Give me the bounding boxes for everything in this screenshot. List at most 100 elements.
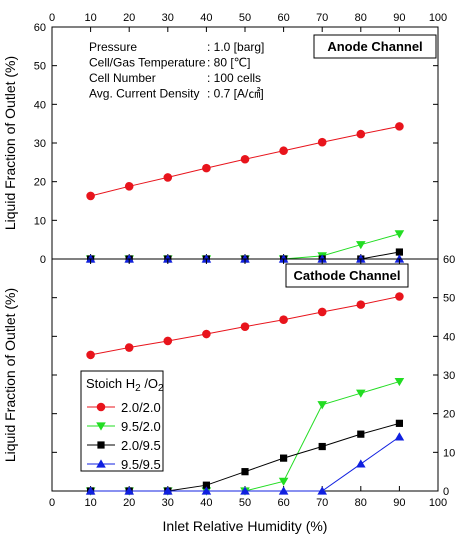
- data-point: [278, 486, 289, 495]
- y-tick-label: 50: [34, 61, 46, 73]
- x-tick-label-top: 60: [277, 12, 289, 24]
- channel-label-box: Cathode Channel: [285, 263, 409, 288]
- legend-entry: 9.5/9.5: [121, 457, 161, 472]
- channel-label: Anode Channel: [327, 39, 422, 54]
- data-point: [241, 468, 249, 476]
- channel-label: Cathode Channel: [294, 268, 401, 283]
- series-9.5/9.5: [85, 432, 405, 495]
- y-tick-label: 0: [40, 254, 46, 266]
- y-tick-label: 20: [443, 409, 455, 421]
- data-point: [279, 146, 288, 156]
- data-point: [240, 486, 250, 495]
- series-2.0/2.0: [86, 122, 404, 201]
- x-tick-label: 60: [277, 497, 289, 509]
- y-tick-label: 60: [34, 22, 46, 34]
- info-label: Cell Number: [89, 71, 156, 85]
- legend-marker: [97, 441, 105, 449]
- data-point: [317, 401, 327, 410]
- legend-marker: [96, 459, 106, 468]
- data-point: [202, 481, 210, 489]
- data-point: [85, 486, 96, 495]
- data-point: [317, 137, 327, 147]
- data-point: [357, 430, 365, 438]
- info-value: : 0.7 [A/㎠]: [207, 87, 264, 101]
- data-point: [317, 307, 327, 317]
- data-point: [201, 486, 212, 495]
- legend-entry: 9.5/2.0: [121, 419, 161, 434]
- data-point: [86, 350, 95, 360]
- x-tick-label: 10: [84, 497, 96, 509]
- data-point: [394, 230, 405, 239]
- legend-marker: [96, 402, 106, 412]
- data-point: [356, 389, 366, 398]
- data-point: [395, 292, 404, 301]
- y-tick-label: 30: [34, 138, 46, 150]
- y-tick-label: 20: [34, 177, 46, 189]
- legend-title-part: /O: [141, 376, 158, 391]
- data-point: [394, 377, 405, 387]
- x-tick-label-top: 70: [316, 12, 328, 24]
- legend-entry: 2.0/2.0: [121, 400, 161, 415]
- data-point: [356, 300, 366, 309]
- data-point: [124, 486, 134, 495]
- y-tick-label: 0: [443, 486, 449, 498]
- data-point: [356, 459, 366, 468]
- legend-title-part: 2: [135, 383, 141, 394]
- info-value: : 100 cells: [207, 71, 261, 85]
- info-value: : 80 [℃]: [207, 56, 251, 70]
- channel-label-box: Anode Channel: [313, 34, 437, 59]
- x-tick-label-top: 90: [393, 12, 405, 24]
- x-tick-label: 100: [429, 497, 447, 509]
- data-point: [163, 173, 173, 182]
- x-tick-label: 80: [355, 497, 367, 509]
- x-tick-label: 30: [162, 497, 174, 509]
- legend-title-part: 2: [158, 383, 164, 394]
- x-tick-label: 40: [200, 497, 212, 509]
- data-point: [395, 248, 403, 256]
- y-tick-label: 10: [443, 447, 455, 459]
- data-point: [318, 442, 326, 451]
- legend: Stoich H2 /O22.0/2.09.5/2.02.0/9.59.5/9.…: [80, 370, 164, 472]
- data-point: [240, 154, 250, 164]
- x-tick-label: 0: [49, 497, 55, 509]
- info-label: Pressure: [89, 40, 137, 54]
- x-tick-label-top: 10: [84, 12, 96, 24]
- channel-label-frame: [313, 34, 437, 59]
- data-point: [124, 182, 134, 191]
- info-label: Avg. Current Density: [89, 87, 200, 101]
- data-point: [356, 241, 366, 250]
- data-point: [280, 454, 288, 462]
- legend-frame: [80, 370, 164, 472]
- y-tick-label: 30: [443, 370, 455, 382]
- series-2.0/2.0: [86, 292, 404, 360]
- x-tick-label: 20: [123, 497, 135, 509]
- data-point: [279, 315, 288, 325]
- x-tick-label: 50: [239, 497, 251, 509]
- x-axis-title: Inlet Relative Humidity (%): [163, 518, 328, 534]
- data-point: [86, 191, 95, 201]
- data-point: [395, 419, 403, 427]
- data-point: [394, 432, 405, 441]
- data-point: [124, 343, 134, 352]
- y-tick-label: 40: [443, 331, 455, 343]
- data-point: [202, 329, 211, 339]
- legend-title-part: Stoich H: [86, 376, 135, 391]
- info-label: Cell/Gas Temperature: [89, 56, 206, 70]
- channel-label-frame: [285, 263, 409, 288]
- x-tick-label-top: 80: [355, 12, 367, 24]
- panel-top: 0 10 20 30 40 50 60 70 80 90 100 0 10 20 30 40 50 60 Liqui…: [2, 12, 447, 266]
- x-tick-label-top: 100: [429, 12, 447, 24]
- panel-bottom: 0 10 20 30 40 50 60 70 80 90 1000102030405060Liqui…: [2, 254, 455, 534]
- x-tick-label: 70: [316, 497, 328, 509]
- x-tick-label-top: 40: [200, 12, 212, 24]
- x-tick-label-top: 20: [123, 12, 135, 24]
- y-tick-label: 40: [34, 99, 46, 111]
- legend-entry: 2.0/9.5: [121, 438, 161, 453]
- data-point: [163, 336, 173, 346]
- y-tick-label: 50: [443, 293, 455, 305]
- y-tick-label: 60: [443, 254, 455, 266]
- data-point: [202, 163, 211, 173]
- legend-marker: [96, 422, 106, 431]
- x-tick-label-top: 0: [49, 12, 55, 24]
